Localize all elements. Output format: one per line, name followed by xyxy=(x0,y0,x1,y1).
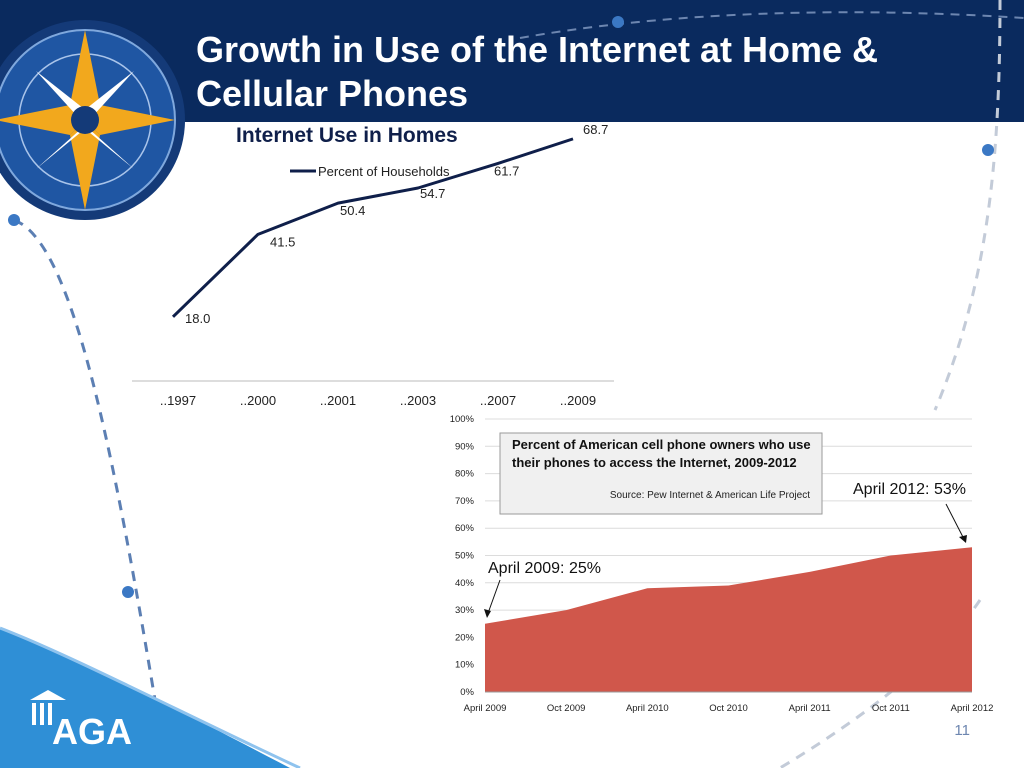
x-tick-label: April 2011 xyxy=(789,703,831,714)
x-tick-label: ..2003 xyxy=(400,393,436,408)
chart-title: Internet Use in Homes xyxy=(236,124,458,147)
arrowhead-icon xyxy=(959,535,967,543)
y-tick-label: 50% xyxy=(455,551,475,562)
x-tick-label: Oct 2011 xyxy=(872,703,910,714)
slide-title: Growth in Use of the Internet at Home & … xyxy=(196,29,879,114)
x-tick-label: ..2001 xyxy=(320,393,356,408)
annotation-end-arrow xyxy=(945,503,966,542)
building-icon xyxy=(30,690,66,725)
chart-title-box: Percent of American cell phone owners wh… xyxy=(499,432,823,515)
chart-source: Source: Pew Internet & American Life Pro… xyxy=(610,490,810,501)
orbit-node xyxy=(8,214,20,226)
x-tick-label: Oct 2010 xyxy=(709,703,748,714)
x-tick-label: Oct 2009 xyxy=(547,703,586,714)
logo-swoosh-highlight xyxy=(0,626,301,768)
area-series xyxy=(485,547,972,692)
arrowhead-icon xyxy=(484,609,491,618)
compass-rose-icon xyxy=(0,20,185,220)
page-number: 11 xyxy=(954,722,970,739)
y-tick-label: 100% xyxy=(450,414,475,425)
x-tick-label: April 2010 xyxy=(626,703,669,714)
x-tick-label: ..2009 xyxy=(560,393,596,408)
x-tick-label: ..1997 xyxy=(160,393,196,408)
y-tick-label: 30% xyxy=(455,605,475,616)
y-tick-label: 0% xyxy=(460,687,474,698)
y-tick-label: 90% xyxy=(455,441,475,452)
logo-text: AGA xyxy=(52,711,132,752)
chart-title: Percent of American cell phone owners wh… xyxy=(512,437,811,470)
orbit-arc-left xyxy=(13,218,157,701)
annotation-end: April 2012: 53% xyxy=(853,481,966,498)
y-tick-label: 60% xyxy=(455,523,475,534)
data-label: 68.7 xyxy=(583,122,608,137)
x-tick-label: ..2000 xyxy=(240,393,276,408)
y-tick-label: 80% xyxy=(455,469,475,480)
data-label: 61.7 xyxy=(494,163,519,178)
data-label: 18.0 xyxy=(185,311,210,326)
legend-label: Percent of Households xyxy=(318,164,450,179)
y-tick-label: 20% xyxy=(455,632,475,643)
data-label: 54.7 xyxy=(420,186,445,201)
annotation-start: April 2009: 25% xyxy=(488,560,601,577)
orbit-node xyxy=(612,16,624,28)
data-label: 50.4 xyxy=(340,203,365,218)
line-series xyxy=(171,137,574,318)
x-tick-label: April 2012 xyxy=(951,703,994,714)
x-tick-label: ..2007 xyxy=(480,393,516,408)
orbit-node xyxy=(982,144,994,156)
orbit-arc-top xyxy=(519,11,1024,39)
y-tick-label: 40% xyxy=(455,578,475,589)
logo-swoosh xyxy=(0,628,290,768)
orbit-node xyxy=(122,586,134,598)
data-label: 41.5 xyxy=(270,234,295,249)
y-tick-label: 10% xyxy=(455,660,475,671)
y-tick-label: 70% xyxy=(455,496,475,507)
orbit-arc-right xyxy=(933,0,1002,411)
x-tick-label: April 2009 xyxy=(464,703,507,714)
annotation-start-arrow xyxy=(486,579,501,617)
